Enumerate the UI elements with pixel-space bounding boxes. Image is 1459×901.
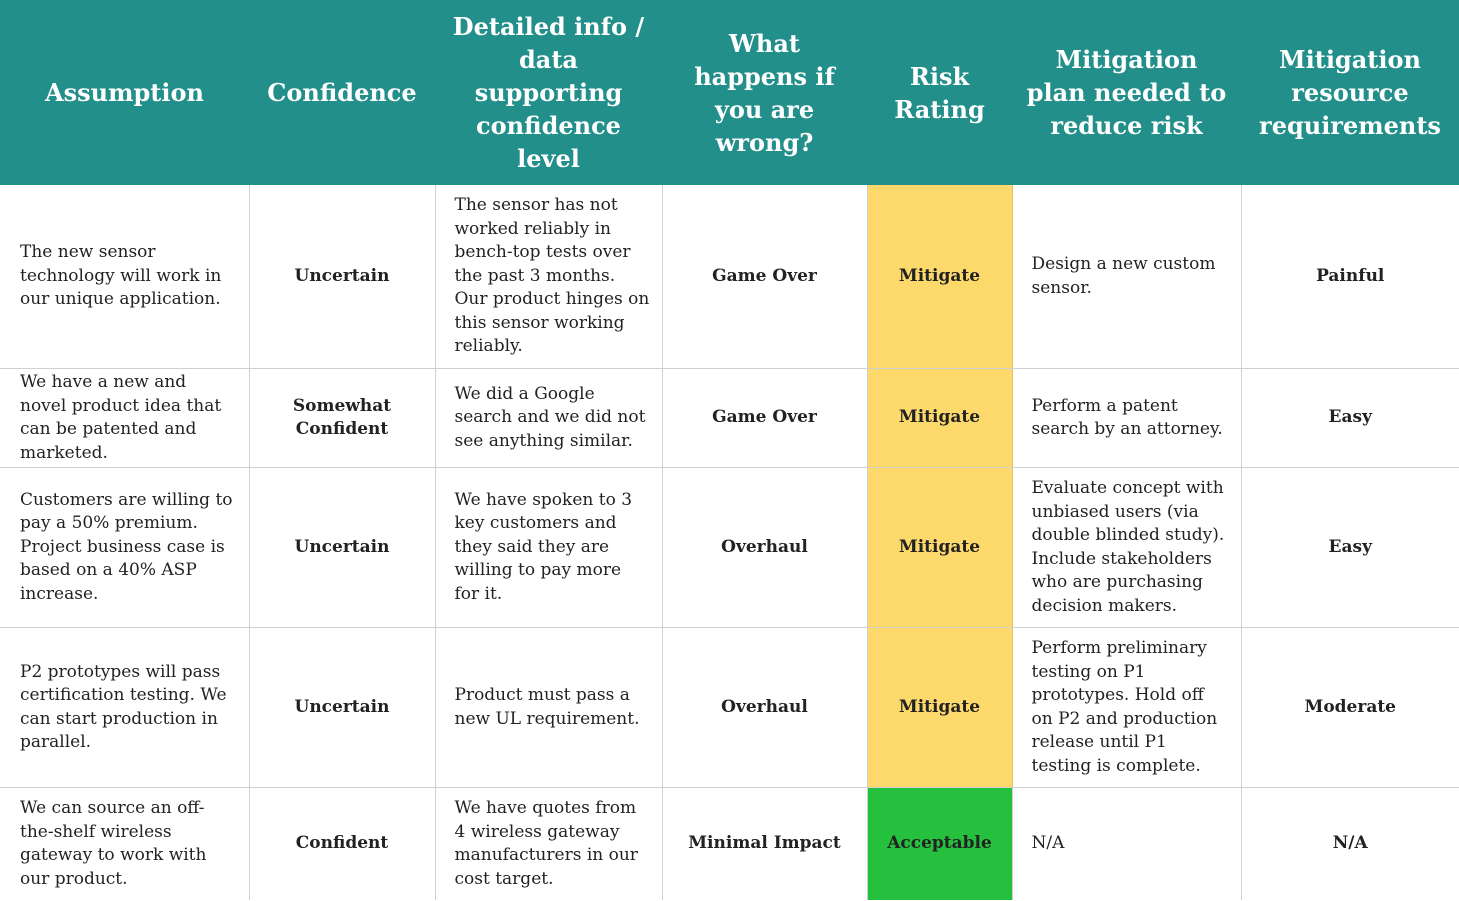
table-row: Customers are willing to pay a 50% premi… bbox=[0, 467, 1459, 628]
header-risk-rating: Risk Rating bbox=[867, 0, 1012, 185]
header-mitigation-resources: Mitigation resource requirements bbox=[1241, 0, 1459, 185]
mitigation-plan-cell: Perform a patent search by an attorney. bbox=[1012, 368, 1242, 468]
risk-rating-cell: Mitigate bbox=[867, 627, 1013, 788]
assumption-cell: P2 prototypes will pass certification te… bbox=[0, 627, 250, 788]
header-what-if-wrong: What happens if you are wrong? bbox=[662, 0, 867, 185]
header-confidence: Confidence bbox=[249, 0, 435, 185]
header-mitigation-plan: Mitigation plan needed to reduce risk bbox=[1012, 0, 1241, 185]
detail-cell: Product must pass a new UL requirement. bbox=[435, 627, 663, 788]
table-row: The new sensor technology will work in o… bbox=[0, 185, 1459, 369]
table-row: We have a new and novel product idea tha… bbox=[0, 368, 1459, 468]
resource-cell: Easy bbox=[1241, 467, 1459, 628]
confidence-cell: Uncertain bbox=[249, 467, 436, 628]
risk-rating-cell: Mitigate bbox=[867, 368, 1013, 468]
detail-cell: The sensor has not worked reliably in be… bbox=[435, 185, 663, 369]
mitigation-plan-cell: Perform preliminary testing on P1 protot… bbox=[1012, 627, 1242, 788]
confidence-cell: Somewhat Confident bbox=[249, 368, 436, 468]
assumption-cell: The new sensor technology will work in o… bbox=[0, 185, 250, 369]
confidence-cell: Confident bbox=[249, 787, 436, 900]
table-body: The new sensor technology will work in o… bbox=[0, 185, 1459, 900]
detail-cell: We have quotes from 4 wireless gateway m… bbox=[435, 787, 663, 900]
mitigation-plan-cell: Evaluate concept with unbiased users (vi… bbox=[1012, 467, 1242, 628]
risk-rating-cell: Mitigate bbox=[867, 185, 1013, 369]
risk-rating-cell: Acceptable bbox=[867, 787, 1013, 900]
resource-cell: Painful bbox=[1241, 185, 1459, 369]
detail-cell: We have spoken to 3 key customers and th… bbox=[435, 467, 663, 628]
resource-cell: N/A bbox=[1332, 833, 1368, 854]
resource-cell: Easy bbox=[1241, 368, 1459, 468]
header-assumption: Assumption bbox=[0, 0, 249, 185]
mitigation-plan-cell: Design a new custom sensor. bbox=[1012, 185, 1242, 369]
impact-cell: Overhaul bbox=[662, 627, 868, 788]
impact-cell: Game Over bbox=[662, 185, 868, 369]
assumption-cell: Customers are willing to pay a 50% premi… bbox=[0, 467, 250, 628]
detail-cell: We did a Google search and we did not se… bbox=[435, 368, 663, 468]
assumption-cell: We can source an off-the-shelf wireless … bbox=[0, 787, 250, 900]
resource-cell: Moderate bbox=[1241, 627, 1459, 788]
risk-rating-cell: Mitigate bbox=[867, 467, 1013, 628]
header-detail: Detailed info / data supporting confiden… bbox=[435, 0, 662, 185]
impact-cell: Minimal Impact bbox=[662, 787, 868, 900]
header-row: Assumption Confidence Detailed info / da… bbox=[0, 0, 1459, 185]
impact-cell: Overhaul bbox=[662, 467, 868, 628]
table-row: P2 prototypes will pass certification te… bbox=[0, 627, 1459, 788]
assumption-cell: We have a new and novel product idea tha… bbox=[0, 368, 250, 468]
confidence-cell: Uncertain bbox=[249, 185, 436, 369]
mitigation-plan-cell: N/A bbox=[1012, 787, 1242, 900]
table-row: We can source an off-the-shelf wireless … bbox=[0, 787, 1459, 900]
impact-cell: Game Over bbox=[662, 368, 868, 468]
confidence-cell: Uncertain bbox=[249, 627, 436, 788]
table-header: Assumption Confidence Detailed info / da… bbox=[0, 0, 1459, 185]
